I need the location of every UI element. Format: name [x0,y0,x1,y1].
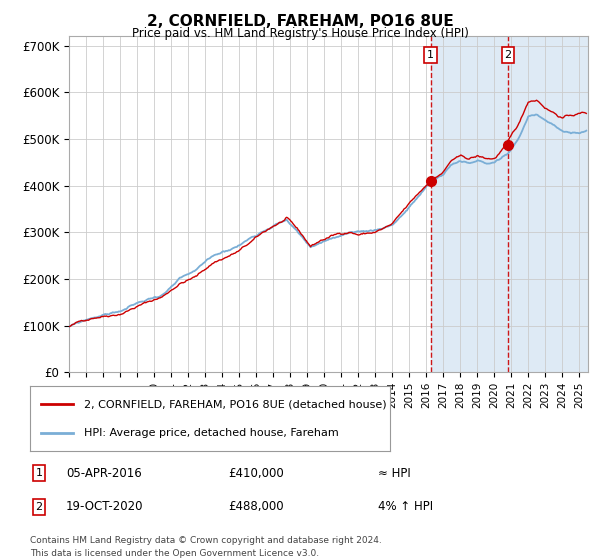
Text: 1: 1 [35,468,43,478]
Text: Contains HM Land Registry data © Crown copyright and database right 2024.: Contains HM Land Registry data © Crown c… [30,536,382,545]
Text: £410,000: £410,000 [228,466,284,480]
Text: This data is licensed under the Open Government Licence v3.0.: This data is licensed under the Open Gov… [30,549,319,558]
Text: 2, CORNFIELD, FAREHAM, PO16 8UE: 2, CORNFIELD, FAREHAM, PO16 8UE [146,14,454,29]
Text: 2: 2 [505,50,512,60]
Text: £488,000: £488,000 [228,500,284,514]
Text: Price paid vs. HM Land Registry's House Price Index (HPI): Price paid vs. HM Land Registry's House … [131,27,469,40]
Text: 19-OCT-2020: 19-OCT-2020 [66,500,143,514]
Text: 1: 1 [427,50,434,60]
Text: 2: 2 [35,502,43,512]
Text: HPI: Average price, detached house, Fareham: HPI: Average price, detached house, Fare… [84,428,339,438]
Text: 2, CORNFIELD, FAREHAM, PO16 8UE (detached house): 2, CORNFIELD, FAREHAM, PO16 8UE (detache… [84,399,386,409]
Text: ≈ HPI: ≈ HPI [378,466,411,480]
Bar [431,36,588,372]
Text: 05-APR-2016: 05-APR-2016 [66,466,142,480]
Text: 4% ↑ HPI: 4% ↑ HPI [378,500,433,514]
